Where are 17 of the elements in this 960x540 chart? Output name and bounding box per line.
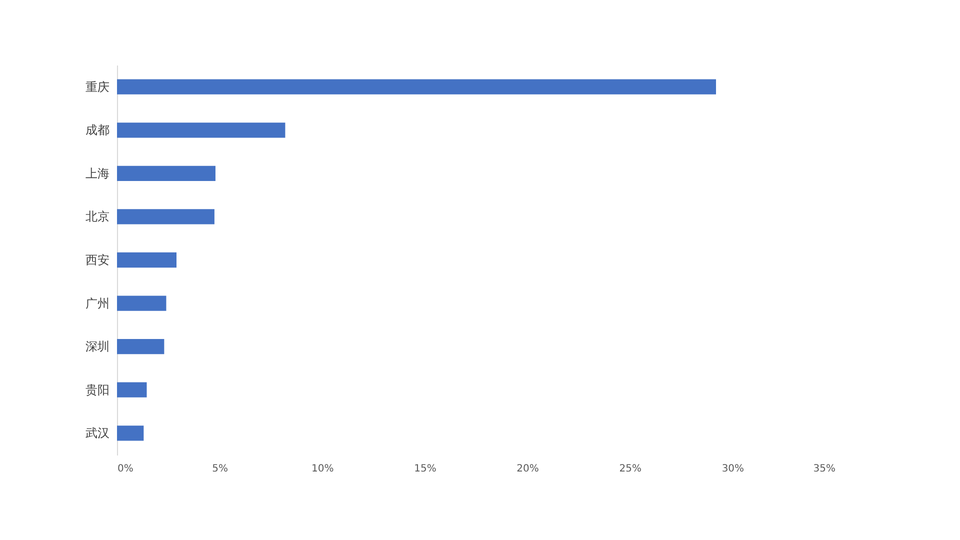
x-tick-label: 20%: [516, 464, 539, 474]
y-tick-label: 重庆: [86, 80, 110, 94]
y-tick-label: 贵阳: [86, 382, 110, 397]
x-tick-label: 35%: [813, 464, 836, 474]
y-tick-label: 北京: [86, 210, 110, 224]
y-tick-label: 上海: [86, 166, 110, 180]
x-tick-label: 25%: [619, 464, 642, 474]
x-tick-label: 15%: [414, 464, 436, 474]
x-tick-label: 10%: [312, 464, 334, 474]
x-tick-label: 30%: [722, 464, 744, 474]
y-tick-label: 深圳: [86, 340, 110, 354]
y-tick-label: 广州: [86, 296, 110, 310]
y-tick-label: 成都: [86, 123, 110, 138]
x-tick-label: 5%: [212, 464, 228, 474]
x-tick-label: 0%: [118, 464, 134, 474]
y-tick-label: 武汉: [86, 426, 110, 440]
y-tick-label: 西安: [86, 253, 110, 267]
